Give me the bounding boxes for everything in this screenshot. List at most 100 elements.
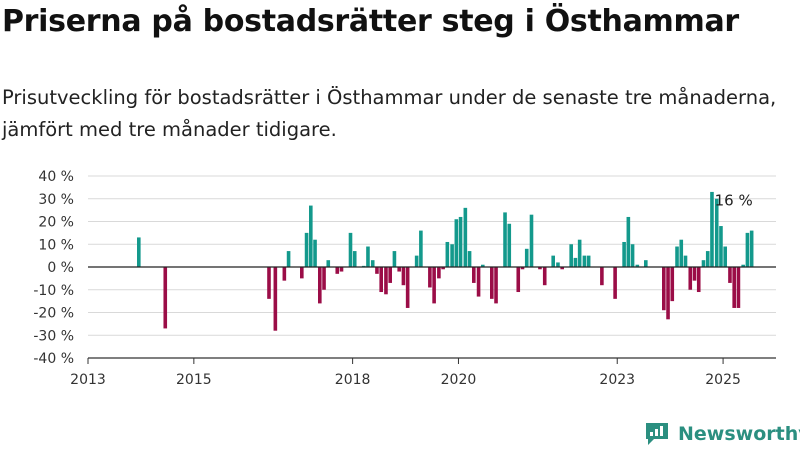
y-tick-label: -20 %: [33, 306, 74, 322]
bar: [732, 267, 736, 308]
bar: [569, 244, 573, 267]
bar: [379, 267, 383, 293]
bar: [507, 223, 512, 267]
bar: [538, 267, 542, 270]
bar: [326, 260, 331, 267]
bar: [494, 267, 498, 304]
bar: [696, 267, 701, 293]
bar: [635, 264, 640, 267]
bar: [304, 232, 309, 267]
bar: [481, 264, 485, 267]
bar: [490, 267, 494, 299]
bar: [670, 267, 675, 302]
bar: [503, 212, 507, 267]
bar: [273, 267, 278, 331]
bar: [741, 264, 745, 267]
bar: [556, 262, 560, 267]
bar: [300, 267, 304, 279]
bar: [137, 237, 141, 267]
bar: [476, 267, 481, 297]
bar: [529, 214, 534, 267]
chart-subtitle: Prisutveckling för bostadsrätter i Östha…: [2, 86, 777, 141]
bar: [428, 267, 432, 288]
bar: [352, 251, 357, 267]
bar: [397, 267, 401, 272]
bar: [388, 267, 392, 283]
bar: [662, 267, 666, 311]
bar: [286, 251, 291, 267]
bar: [309, 205, 313, 267]
bar: [375, 267, 379, 274]
bar: [622, 241, 626, 267]
bar: [384, 267, 388, 295]
y-tick-label: -40 %: [33, 351, 74, 367]
x-tick-label: 2018: [335, 372, 371, 388]
bar: [267, 267, 271, 299]
bar: [723, 246, 727, 267]
bar: [749, 230, 754, 267]
bar: [683, 255, 688, 267]
bar: [370, 260, 375, 267]
bar: [318, 267, 322, 304]
value-annotation: 16 %: [715, 192, 753, 210]
bar: [524, 248, 529, 267]
bar: [445, 241, 450, 267]
bar: [710, 191, 714, 267]
bar: [405, 267, 410, 308]
bar: [542, 267, 547, 286]
bar: [745, 232, 750, 267]
bar: [692, 267, 697, 281]
y-tick-label: 0 %: [47, 260, 74, 276]
bar: [441, 267, 445, 270]
chart-title: Priserna på bostadsrätter steg i Östhamm…: [2, 4, 739, 39]
bar: [463, 207, 468, 267]
bar: [675, 246, 679, 267]
bar: [736, 267, 741, 308]
bar: [282, 267, 287, 281]
bar: [366, 246, 370, 267]
y-tick-label: -30 %: [33, 328, 74, 344]
logo-text: Newsworthy: [678, 423, 800, 445]
y-tick-label: 10 %: [38, 237, 74, 253]
bar: [335, 267, 340, 274]
bar-chart-logo-icon: [646, 423, 668, 445]
y-tick-label: 40 %: [38, 169, 74, 185]
newsworthy-logo: Newsworthy: [644, 420, 800, 448]
bar: [701, 260, 706, 267]
bar: [551, 255, 555, 267]
bar: [472, 267, 476, 283]
bar: [339, 267, 344, 272]
bar: [719, 226, 723, 267]
y-tick-label: 30 %: [38, 192, 74, 208]
bar: [419, 230, 423, 267]
bar: [679, 239, 684, 267]
bar: [600, 267, 604, 286]
bar: [163, 267, 168, 329]
bar: [714, 198, 719, 267]
bar: [688, 267, 693, 290]
bar: [432, 267, 436, 304]
x-tick-label: 2020: [441, 372, 477, 388]
bar: [437, 267, 441, 279]
x-tick-label: 2025: [705, 372, 741, 388]
bar: [458, 216, 463, 267]
bar: [348, 232, 353, 267]
bar: [705, 251, 710, 267]
bar: [454, 219, 459, 267]
bar: [613, 267, 617, 299]
bar: [577, 239, 582, 267]
bar: [586, 255, 591, 267]
bar: [313, 239, 317, 267]
bar: [414, 255, 419, 267]
bar: [582, 255, 587, 267]
bar: [666, 267, 670, 320]
bar: [392, 251, 397, 267]
x-tick-label: 2015: [176, 372, 212, 388]
bar: [467, 251, 472, 267]
bar: [630, 244, 635, 267]
bar: [520, 267, 525, 270]
bar: [728, 267, 732, 283]
bar: [401, 267, 406, 286]
bar: [450, 244, 454, 267]
